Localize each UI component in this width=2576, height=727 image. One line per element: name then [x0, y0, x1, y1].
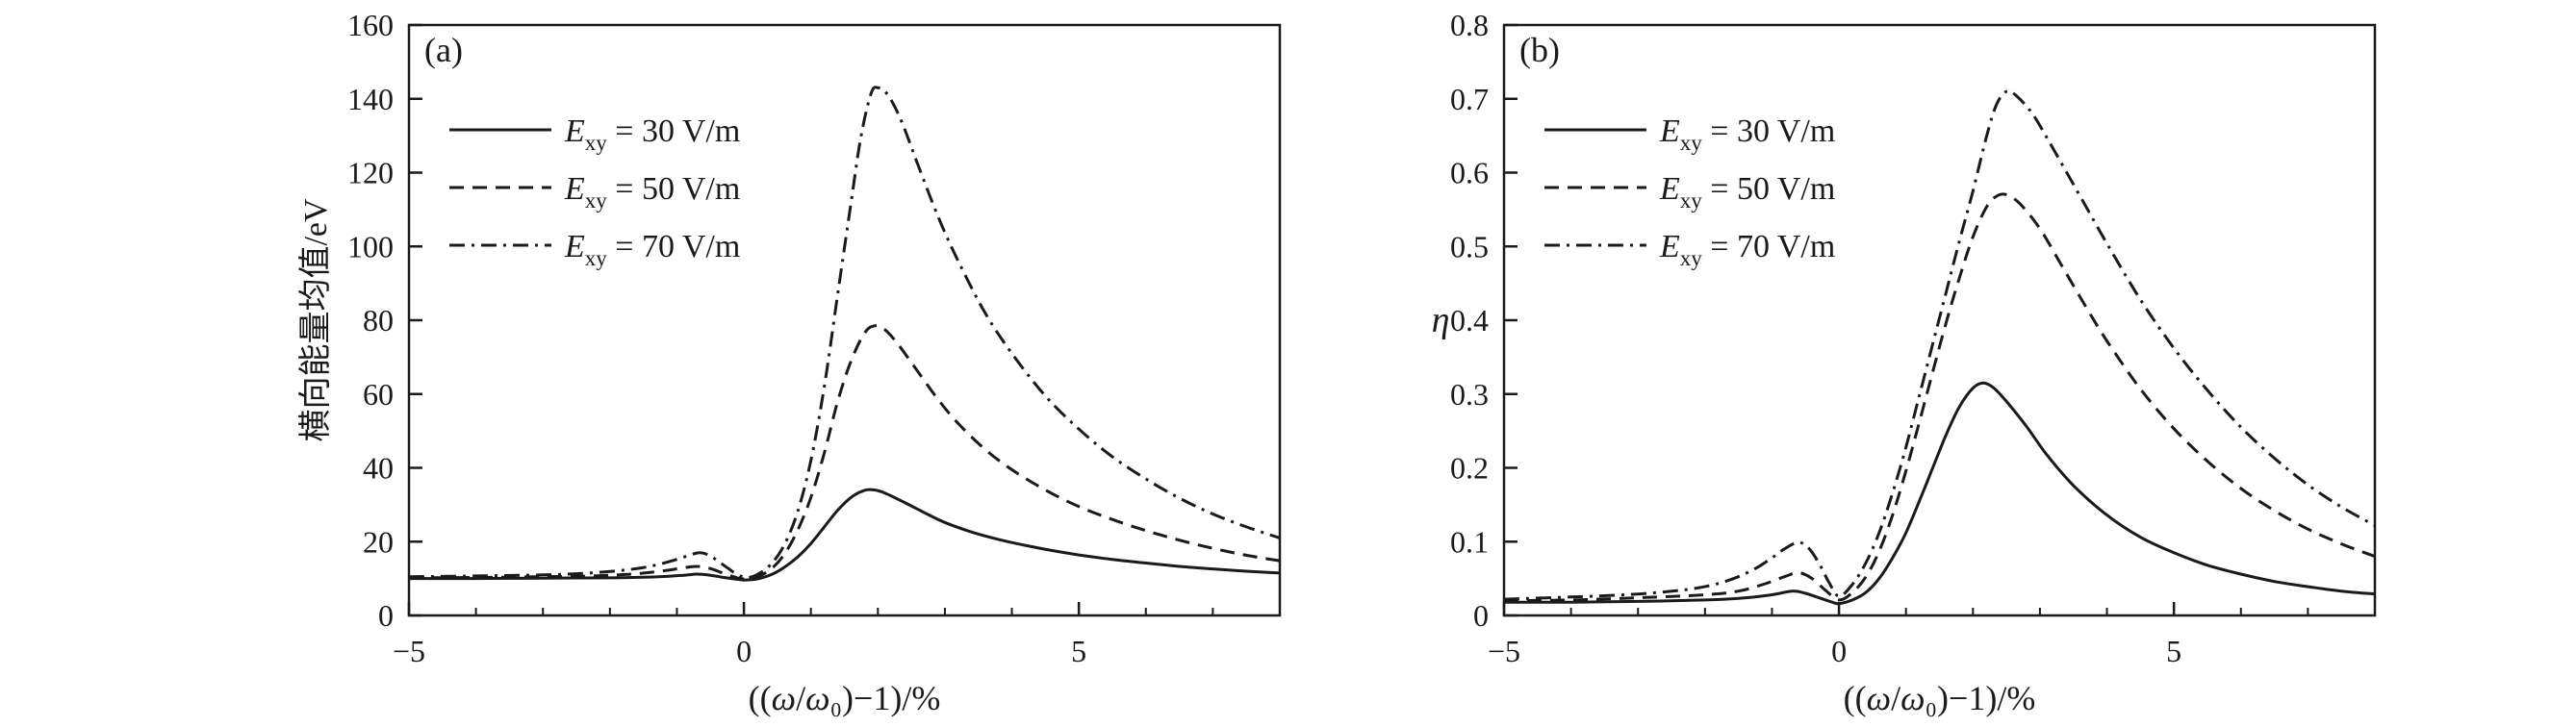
- x-tick-label: 5: [2166, 634, 2181, 668]
- y-tick-label: 0: [378, 598, 394, 633]
- series-curve-solid: [1504, 381, 2375, 606]
- plot-border: [407, 23, 1282, 617]
- y-tick-label: 40: [363, 451, 394, 486]
- y-tick-label: 160: [347, 8, 394, 42]
- y-tick-label: 120: [347, 156, 394, 190]
- panel-label: (a): [424, 31, 463, 69]
- y-tick-label: 0.8: [1450, 8, 1489, 42]
- legend-label: Exy = 70 V/m: [564, 229, 740, 270]
- x-axis-label: ((ω/ω₀)−1)/%: [749, 679, 941, 717]
- y-tick-label: 80: [363, 303, 394, 338]
- legend-label: Exy = 30 V/m: [564, 113, 740, 155]
- panel-label: (b): [1519, 31, 1560, 69]
- y-tick-label: 0: [1473, 598, 1489, 633]
- y-tick-label: 0.4: [1450, 303, 1489, 338]
- series-curve-dashed: [1504, 192, 2375, 603]
- y-tick-label: 140: [347, 82, 394, 116]
- x-tick-label: 0: [1831, 634, 1847, 668]
- y-axis-label: η: [1432, 300, 1450, 340]
- x-tick-label: −5: [1488, 634, 1520, 668]
- y-tick-label: 100: [347, 229, 394, 263]
- y-tick-label: 0.3: [1450, 377, 1489, 412]
- y-tick-label: 0.7: [1450, 82, 1489, 116]
- series-curve-dashed: [409, 324, 1280, 581]
- y-tick-label: 0.1: [1450, 524, 1489, 559]
- legend-label: Exy = 30 V/m: [1659, 113, 1835, 155]
- series-curve-solid: [409, 488, 1280, 582]
- legend-label: Exy = 50 V/m: [1659, 171, 1835, 213]
- y-tick-label: 60: [363, 377, 394, 412]
- x-axis-label: ((ω/ω₀)−1)/%: [1844, 679, 2036, 717]
- y-axis-label: 横向能量均值/eV: [297, 198, 334, 442]
- x-tick-label: 5: [1071, 634, 1086, 668]
- series-curve-dashdot: [409, 86, 1280, 580]
- chart-panel-a: −5 0 5020406080100120140160(a)((ω/ω₀)−1)/%…: [297, 8, 1282, 717]
- y-tick-label: 0.2: [1450, 451, 1489, 486]
- legend-label: Exy = 50 V/m: [564, 171, 740, 213]
- x-tick-label: −5: [393, 634, 425, 668]
- series-curve-dashdot: [1504, 89, 2375, 601]
- y-tick-label: 0.5: [1450, 229, 1489, 263]
- legend-label: Exy = 70 V/m: [1659, 229, 1835, 270]
- y-tick-label: 20: [363, 524, 394, 559]
- chart-panel-b: −5 0 500.10.20.30.40.50.60.70.8(b)((ω/ω₀)−…: [1432, 8, 2377, 717]
- y-tick-label: 0.6: [1450, 156, 1489, 190]
- x-tick-label: 0: [736, 634, 752, 668]
